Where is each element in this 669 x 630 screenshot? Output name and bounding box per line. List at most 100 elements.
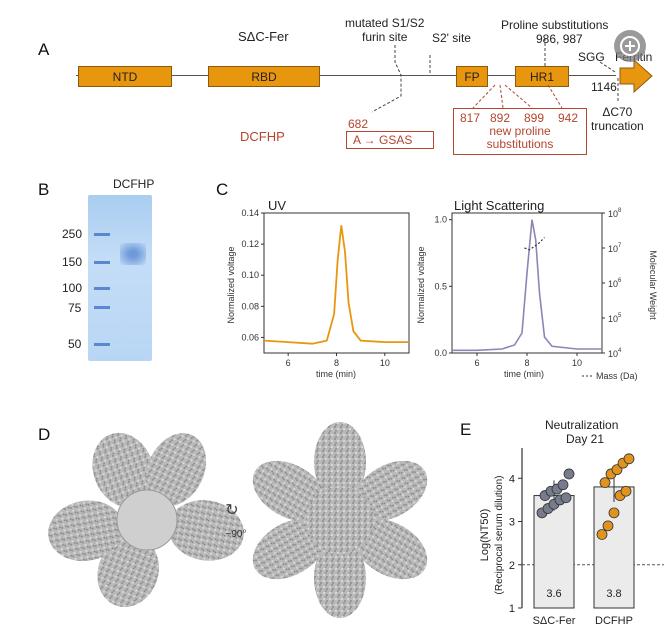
- proline-positions: 986, 987: [536, 32, 583, 46]
- uv-title: UV: [268, 198, 287, 213]
- e-point: [599, 477, 611, 488]
- rotation-icon: ↻: [225, 502, 238, 519]
- neut-ylabel-1: Log(NT50): [479, 509, 491, 562]
- e-point: [623, 453, 635, 465]
- mutated-site-label: mutated S1/S2 furin site: [345, 16, 425, 44]
- sample-band: [120, 243, 146, 265]
- ladder-band-100: [94, 287, 110, 290]
- neut-title-1: Neutralization: [545, 418, 619, 432]
- sequence-line: [76, 75, 616, 76]
- ladder-75: 75: [68, 301, 82, 315]
- e-point: [596, 529, 608, 540]
- ls-xtick-label: 10: [572, 358, 582, 368]
- pro-892: 892: [490, 111, 511, 125]
- ls-mass-line: [524, 237, 545, 251]
- ls-ytick-label: 1.0: [434, 215, 447, 225]
- dc70-label: ΔC70 truncation: [591, 105, 644, 133]
- e-point: [557, 479, 569, 491]
- hr1-dash-3: [504, 84, 533, 109]
- ladder-250: 250: [62, 227, 83, 241]
- rotation-label: ~90°: [226, 529, 247, 540]
- structure-top-view: [252, 422, 428, 618]
- ladder-100: 100: [62, 281, 83, 295]
- e-point: [560, 492, 572, 504]
- sgg-label: SGG: [578, 50, 605, 64]
- panel-label-c: C: [216, 180, 229, 199]
- e-ytick-label: 1: [509, 603, 515, 615]
- ls-y2tick-exp: 6: [618, 278, 622, 284]
- ls-y2tick-exp: 8: [618, 208, 622, 214]
- construct-name: SΔC-Fer: [238, 29, 289, 44]
- domain-rbd: RBD: [208, 66, 320, 87]
- ls-y2tick-label: 10: [608, 279, 618, 289]
- ls-y2tick-label: 10: [608, 209, 618, 219]
- pro-817: 817: [460, 111, 481, 125]
- panel-a-graphics: [371, 38, 653, 113]
- domain-fp-label: FP: [464, 69, 480, 84]
- pro-899: 899: [524, 111, 545, 125]
- neutralization-chart: 4 3 2 1 3.6 SΔC-Fer 3.8 DCFHP Log(NT50) (Recipr…: [479, 448, 664, 627]
- domain-rbd-label: RBD: [251, 69, 277, 84]
- e-ytick-label: 2: [509, 560, 515, 572]
- dcfhp-label: DCFHP: [240, 129, 285, 144]
- uv-ytick-label: 0.08: [241, 301, 259, 311]
- panel-label-b: B: [38, 180, 50, 199]
- e-category-label: SΔC-Fer: [533, 615, 576, 627]
- cryo-em-structures: ↻ ~90°: [48, 422, 428, 618]
- neut-title-2: Day 21: [566, 432, 605, 446]
- uv-series-line: [263, 225, 409, 345]
- domain-ntd: NTD: [78, 66, 172, 87]
- ladder-band-50: [94, 343, 110, 346]
- proline-subs-label: Proline substitutions: [501, 18, 609, 32]
- domain-ntd-label: NTD: [112, 69, 138, 84]
- domain-fp: FP: [456, 66, 488, 87]
- e-bar-mean-label: 3.8: [606, 588, 621, 600]
- ls-frame: [451, 212, 603, 354]
- e-category-label: DCFHP: [595, 615, 633, 627]
- e-point: [608, 507, 620, 519]
- gel-title: DCFHP: [113, 177, 155, 191]
- uv-ytick-label: 0.06: [241, 332, 259, 342]
- ls-xlabel: time (min): [504, 369, 544, 379]
- uv-ytick-label: 0.14: [241, 208, 259, 218]
- ls-xtick-label: 6: [474, 358, 479, 368]
- ls-y2tick-exp: 5: [618, 313, 622, 319]
- ls-xtick-label: 8: [524, 358, 529, 368]
- zoom-icon[interactable]: [614, 30, 646, 62]
- new-proline-box: 817 892 899 942 new proline substitution…: [453, 108, 587, 155]
- uv-ytick-label: 0.12: [241, 239, 259, 249]
- uv-xtick-label: 6: [286, 358, 291, 368]
- ladder-150: 150: [62, 255, 83, 269]
- domain-hr1: HR1: [515, 66, 569, 87]
- panel-label-e: E: [460, 420, 472, 439]
- gsas-text: A → GSAS: [353, 133, 413, 147]
- uv-ylabel: Normalized voltage: [226, 246, 236, 323]
- ladder-band-250: [94, 233, 110, 236]
- e-bar-mean-label: 3.6: [546, 588, 561, 600]
- panel-label-d: D: [38, 425, 51, 444]
- ls-title: Light Scattering: [454, 198, 545, 213]
- gel-image: [88, 195, 152, 361]
- domain-hr1-label: HR1: [529, 69, 554, 84]
- uv-xtick-label: 10: [380, 358, 390, 368]
- sgg-dash: [599, 61, 616, 73]
- ladder-50: 50: [68, 337, 82, 351]
- e-point: [602, 520, 614, 532]
- ls-y2tick-label: 10: [608, 349, 618, 359]
- ls-ylabel: Normalized voltage: [416, 246, 426, 323]
- ls-y2tick-exp: 4: [618, 348, 622, 354]
- ls-y2label: Molecular Weight: [648, 250, 658, 320]
- ls-ytick-label: 0.0: [434, 348, 447, 358]
- gsas-box: A → GSAS: [346, 131, 434, 149]
- panel-label-a: A: [38, 40, 50, 59]
- new-proline-label: new proline substitutions: [486, 124, 554, 151]
- uv-ytick-label: 0.10: [241, 270, 259, 280]
- neut-ylabel-2: (Reciprocal serum dilution): [494, 476, 505, 595]
- ls-series-line: [452, 219, 602, 352]
- e-point: [563, 468, 575, 480]
- hr1-dash-1: [472, 84, 496, 109]
- e-point: [620, 485, 632, 497]
- ladder-band-75: [94, 306, 110, 309]
- uv-xlabel: time (min): [316, 369, 356, 379]
